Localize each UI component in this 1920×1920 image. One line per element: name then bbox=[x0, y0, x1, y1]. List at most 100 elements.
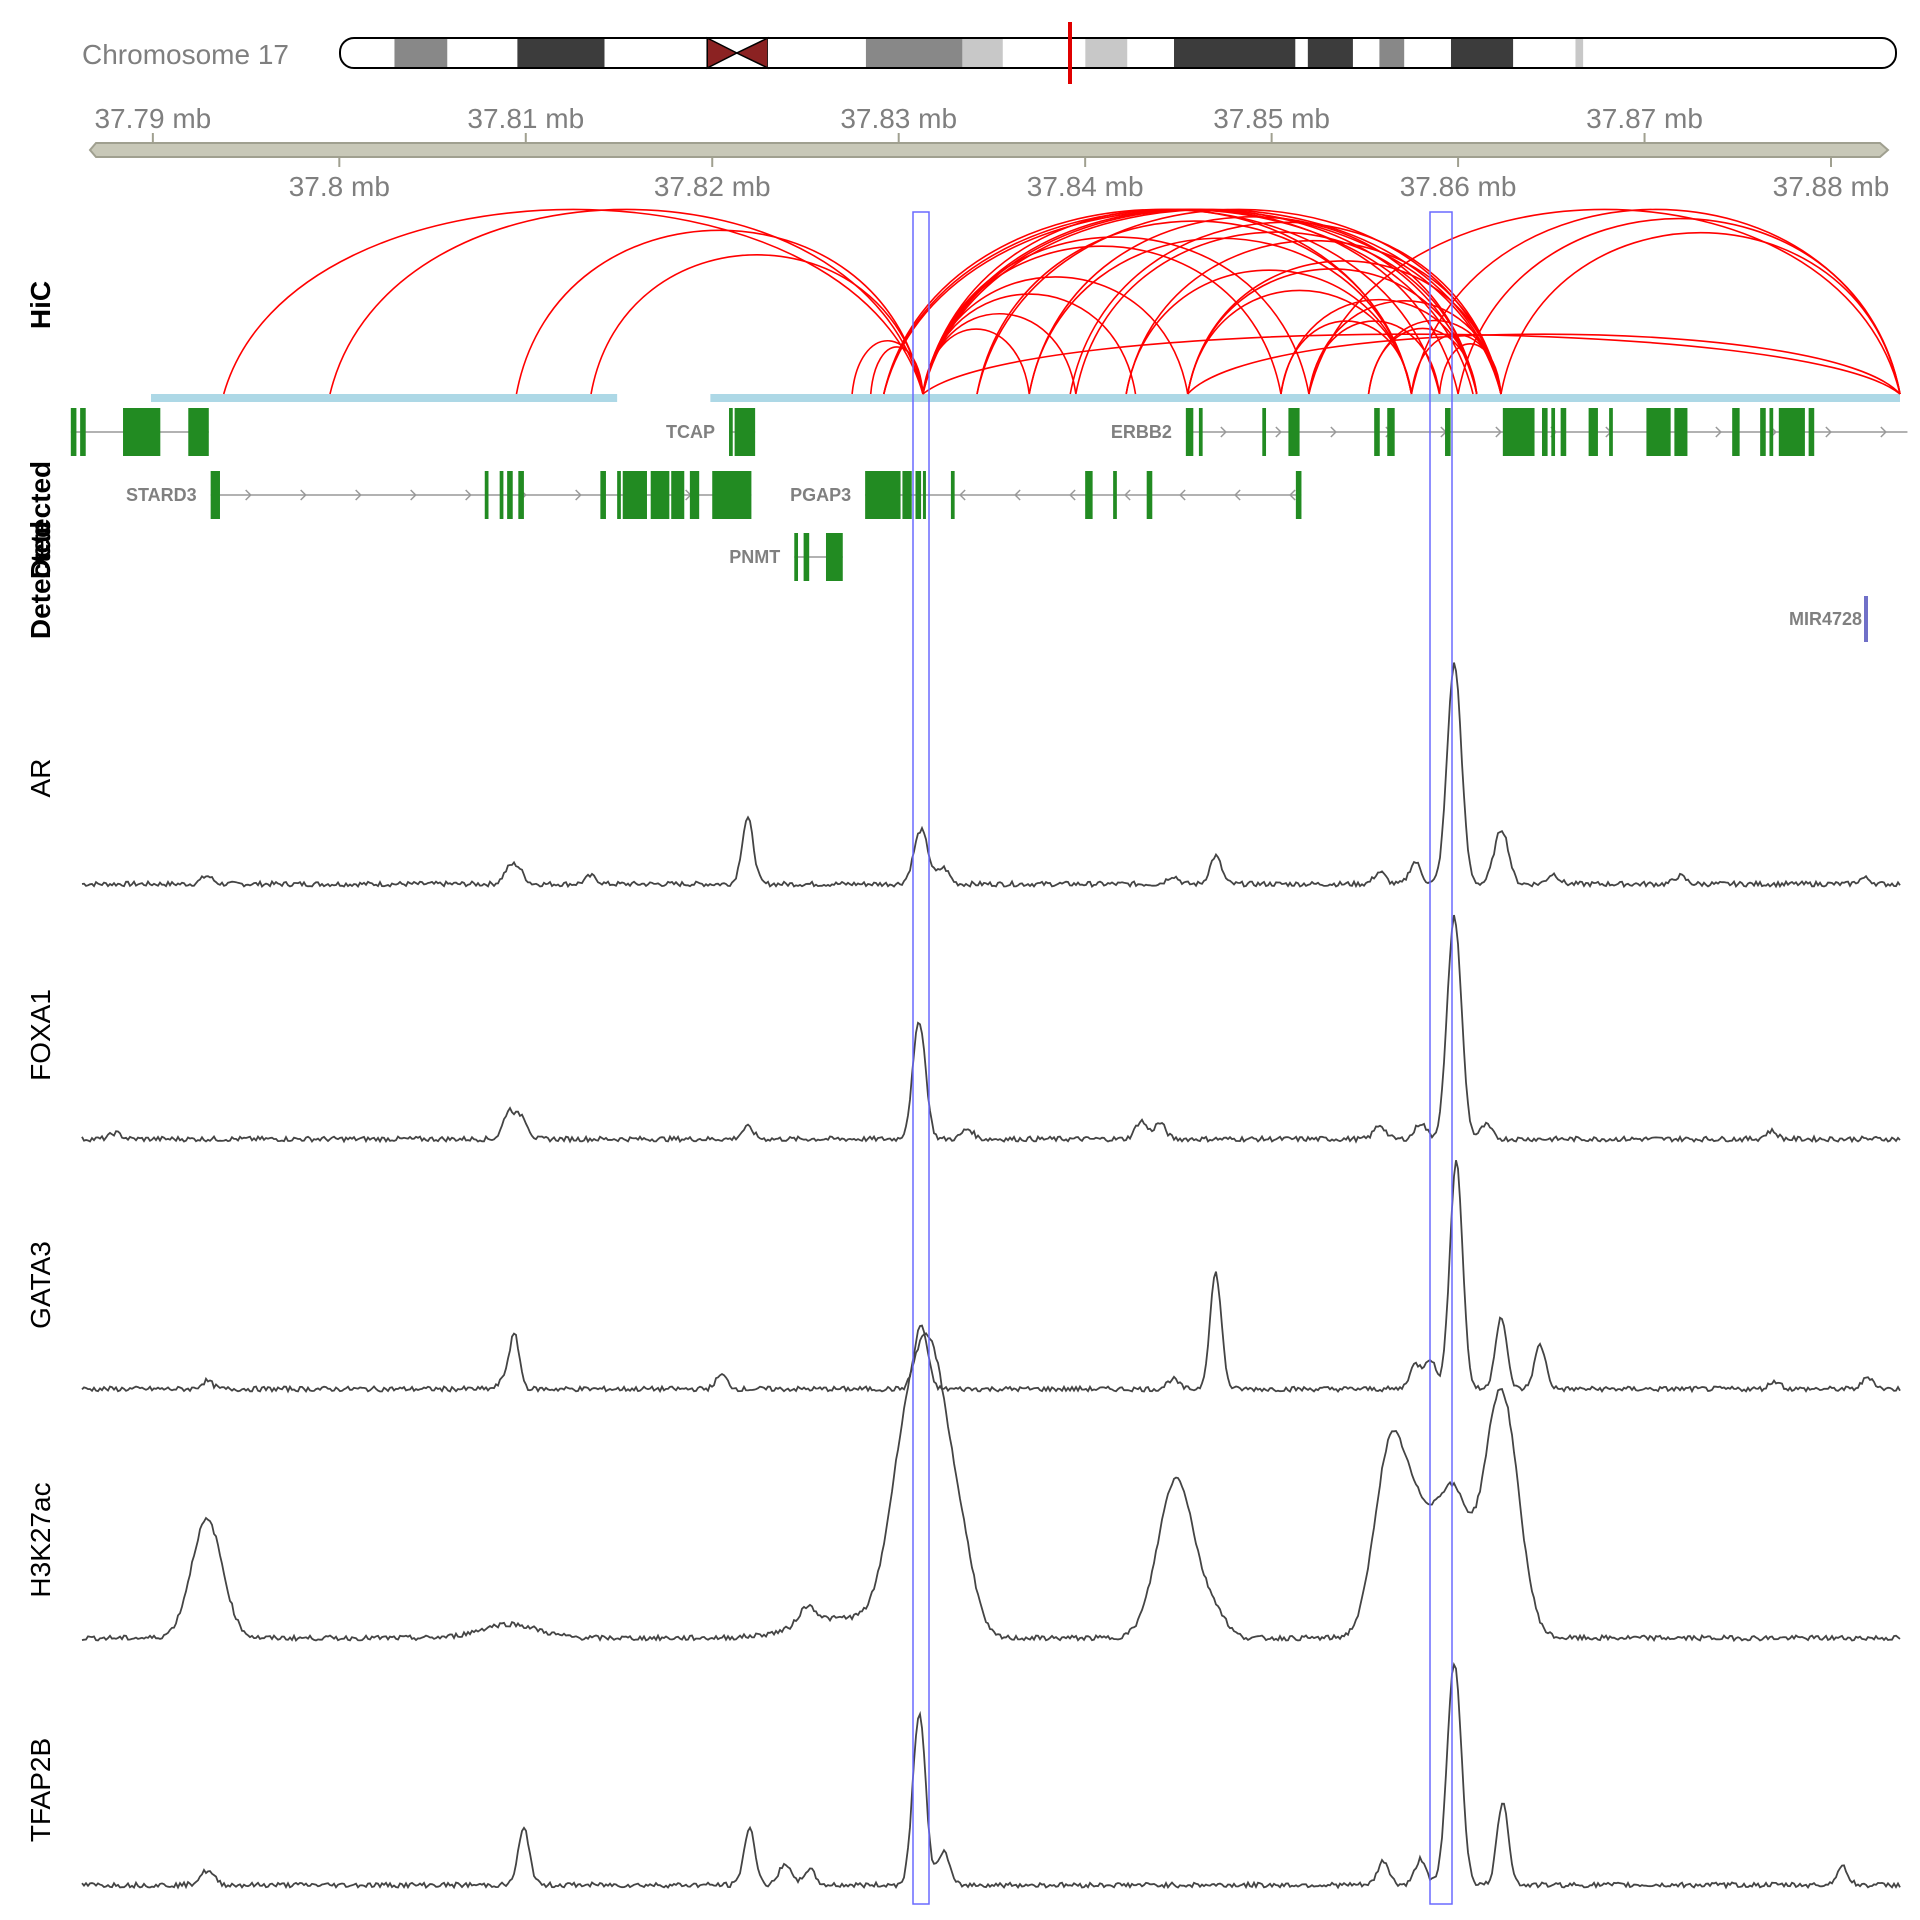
gene-exon bbox=[1609, 408, 1613, 456]
ideogram-band bbox=[1575, 38, 1584, 68]
hic-arc bbox=[1500, 231, 1901, 395]
gene-exon bbox=[1113, 471, 1117, 519]
track-title-detected-b: Detected bbox=[25, 521, 56, 639]
gene-strand-arrow bbox=[1179, 489, 1186, 501]
ideogram-band bbox=[767, 38, 866, 68]
axis-bar bbox=[88, 142, 1890, 158]
axis-top-tick-label: 37.81 mb bbox=[467, 103, 584, 134]
gene-exon bbox=[825, 533, 843, 581]
ideogram-bands bbox=[340, 36, 1896, 70]
gene-exon bbox=[622, 471, 647, 519]
track-title-ar: AR bbox=[25, 759, 56, 798]
gene-exon bbox=[1760, 408, 1766, 456]
gene-strand-arrow bbox=[1234, 489, 1241, 501]
track-title-gata3: GATA3 bbox=[25, 1241, 56, 1329]
gene-erbb2: ERBB2 bbox=[1111, 408, 1908, 456]
gene-erbb2-left bbox=[70, 408, 209, 456]
ideogram-band bbox=[1174, 38, 1296, 68]
gene-exon bbox=[1732, 408, 1740, 456]
track-titles: HiC Detected Detected AR FOXA1 GATA3 H3K… bbox=[25, 281, 56, 1842]
hic-arc bbox=[1125, 240, 1502, 395]
chromosome-ideogram: Chromosome 17 bbox=[82, 22, 1897, 84]
axis-top-tick-label: 37.83 mb bbox=[840, 103, 957, 134]
gene-label: MIR4728 bbox=[1789, 609, 1862, 629]
hic-arc bbox=[922, 208, 1459, 395]
track-title-detected-a: Detected bbox=[25, 461, 56, 579]
gene-exon bbox=[600, 471, 606, 519]
gene-exon bbox=[865, 471, 901, 519]
gene-exon bbox=[70, 408, 77, 456]
gene-exon bbox=[803, 533, 810, 581]
hic-arc bbox=[1069, 221, 1502, 395]
track-title-hic: HiC bbox=[25, 281, 56, 329]
gene-exon bbox=[1445, 408, 1451, 456]
gene-exon bbox=[1085, 471, 1093, 519]
gene-tcap: TCAP bbox=[666, 408, 756, 456]
gene-mir4728: MIR4728 bbox=[1789, 596, 1868, 642]
hic-arc bbox=[1280, 320, 1413, 395]
chromosome-label: Chromosome 17 bbox=[82, 39, 289, 70]
gene-exon bbox=[734, 408, 756, 456]
gene-exon bbox=[1185, 408, 1194, 456]
gene-strand-arrow bbox=[1069, 489, 1076, 501]
gene-exon bbox=[650, 471, 670, 519]
gene-strand-arrow bbox=[959, 489, 966, 501]
axis-bottom-tick-label: 37.8 mb bbox=[289, 171, 390, 202]
gene-label: PGAP3 bbox=[790, 485, 851, 505]
gene-label: TCAP bbox=[666, 422, 715, 442]
hic-arc bbox=[1187, 333, 1901, 395]
gene-exon bbox=[518, 471, 524, 519]
ideogram-band bbox=[1583, 38, 1896, 68]
ideogram-band bbox=[394, 38, 448, 68]
hic-arc bbox=[1186, 260, 1502, 395]
gene-strand-arrow bbox=[1330, 426, 1337, 438]
centromere-right bbox=[735, 36, 769, 70]
gene-track: TCAP ERBB2 STARD3 PGAP3 PNMT MIR4728 bbox=[70, 408, 1908, 642]
hic-arc bbox=[590, 254, 924, 395]
gene-exon bbox=[950, 471, 955, 519]
gene-strand-arrow bbox=[1275, 426, 1282, 438]
gene-exon bbox=[617, 471, 621, 519]
ideogram-band bbox=[1307, 38, 1353, 68]
ideogram-band bbox=[340, 38, 395, 68]
highlight-box bbox=[1429, 211, 1453, 1905]
centromere-left bbox=[706, 36, 739, 70]
gene-exon bbox=[922, 471, 926, 519]
gene-exon bbox=[1541, 408, 1548, 456]
hic-arc bbox=[922, 236, 1310, 395]
hic-arc bbox=[976, 220, 1413, 395]
hic-arc bbox=[922, 293, 1137, 395]
gene-exon bbox=[1551, 408, 1556, 456]
gene-exon bbox=[915, 471, 922, 519]
ideogram-band bbox=[604, 38, 708, 68]
gene-exon bbox=[123, 408, 161, 456]
gene-exon bbox=[507, 471, 513, 519]
gene-strand-arrow bbox=[1124, 489, 1131, 501]
axis-top-ticks: 37.79 mb 37.81 mb 37.83 mb 37.85 mb 37.87 mb bbox=[94, 103, 1703, 143]
ideogram-outline bbox=[339, 37, 1897, 69]
gene-strand-arrow bbox=[1880, 426, 1887, 438]
hic-arc bbox=[922, 333, 1901, 395]
gene-exon bbox=[1198, 408, 1203, 456]
gene-exon bbox=[1374, 408, 1380, 456]
ideogram-band bbox=[1404, 38, 1451, 68]
gene-exon bbox=[1808, 408, 1815, 456]
gene-exon bbox=[80, 408, 86, 456]
gene-exon bbox=[1646, 408, 1671, 456]
hic-arc bbox=[883, 208, 1502, 395]
ideogram-band bbox=[1002, 38, 1086, 68]
gene-exon bbox=[794, 533, 799, 581]
ideogram-band bbox=[1450, 38, 1514, 68]
gene-exon bbox=[484, 471, 489, 519]
gene-exon bbox=[1288, 408, 1300, 456]
hic-arc bbox=[1457, 218, 1901, 395]
gene-exon bbox=[1262, 408, 1267, 456]
gene-strand-arrow bbox=[245, 489, 252, 501]
gene-exon bbox=[1778, 408, 1805, 456]
gene-exon bbox=[729, 408, 733, 456]
gene-exon bbox=[1588, 408, 1598, 456]
track-title-h3k27ac: H3K27ac bbox=[25, 1482, 56, 1597]
track-title-foxa1: FOXA1 bbox=[25, 989, 56, 1081]
axis-top-tick-label: 37.85 mb bbox=[1213, 103, 1330, 134]
gene-exon bbox=[1502, 408, 1535, 456]
